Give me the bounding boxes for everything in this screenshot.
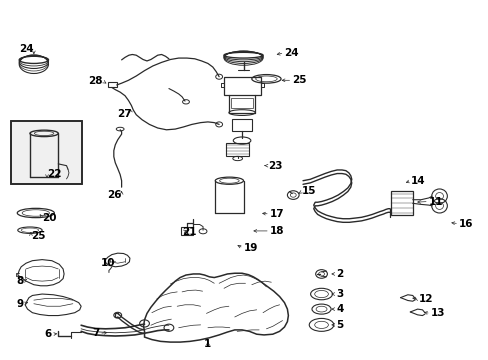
Text: 10: 10 [101,258,115,268]
Bar [11,121,82,184]
Bar [181,226,193,234]
Text: 25: 25 [31,231,45,240]
Text: 22: 22 [47,169,61,179]
Text: 24: 24 [284,48,299,58]
Text: 26: 26 [107,190,122,200]
Text: 15: 15 [302,186,316,197]
Bar [225,143,249,156]
Text: 3: 3 [335,289,343,299]
Text: 6: 6 [44,329,52,339]
Bar [108,82,117,87]
Bar [390,191,412,215]
Bar [231,119,252,131]
Text: 24: 24 [19,44,34,54]
Text: 4: 4 [335,304,343,314]
Text: 9: 9 [17,299,24,309]
Text: 5: 5 [335,320,343,330]
Bar [230,98,253,108]
Text: 23: 23 [267,161,282,171]
Text: 21: 21 [182,227,196,237]
Text: 19: 19 [243,243,257,253]
Text: 16: 16 [458,219,472,229]
Text: 27: 27 [117,109,131,119]
Text: 1: 1 [204,339,211,349]
Text: 17: 17 [269,209,284,219]
Text: 20: 20 [42,213,57,222]
Text: 8: 8 [17,276,24,286]
Text: 12: 12 [418,294,433,304]
Text: 14: 14 [410,176,425,186]
Bar [11,121,82,184]
Text: 18: 18 [269,226,284,236]
Text: 28: 28 [88,76,103,86]
Text: 13: 13 [430,309,445,318]
Text: 11: 11 [428,197,443,207]
Text: 2: 2 [335,269,343,279]
Text: 25: 25 [292,75,306,85]
Bar [224,77,260,95]
Text: 7: 7 [92,328,99,338]
